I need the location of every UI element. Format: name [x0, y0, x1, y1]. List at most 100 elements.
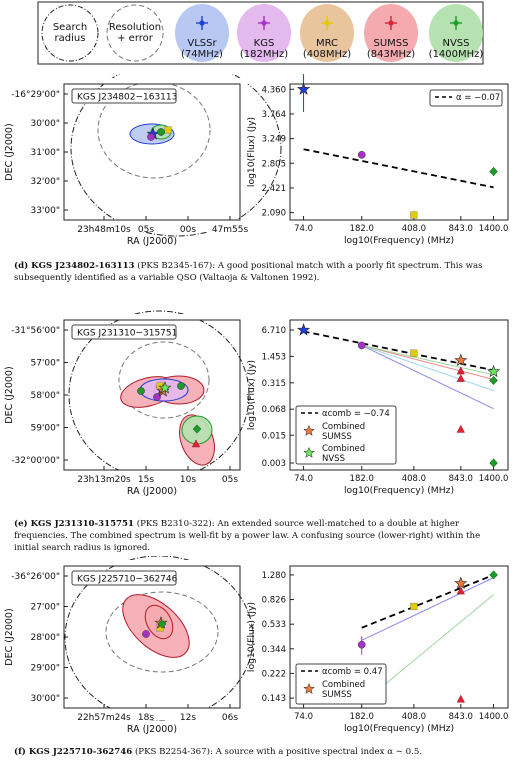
x-tick-label: 1400.0 — [479, 712, 509, 722]
sky-map: KGS J225710−362746 -36°26'00" 27'00" 28'00"… — [4, 556, 270, 735]
y-axis-title: DEC (J2000) — [4, 123, 15, 180]
y-tick-label: 0.315 — [262, 379, 286, 389]
x-tick-label: 12s — [180, 713, 196, 723]
legend-fit-label: αcomb = 0.47 — [322, 667, 383, 677]
resolution-circle — [97, 81, 211, 179]
power-law-fit — [303, 148, 494, 189]
legend-sublabel: (182MHz) — [240, 49, 288, 60]
x-tick-label: 23h13m20s — [77, 475, 131, 485]
y-tick-label: 0.068 — [262, 405, 286, 415]
y-tick-label: 32'00" — [30, 177, 60, 187]
y-tick-label: 29'00" — [30, 664, 60, 674]
component-fit — [361, 344, 494, 392]
y-tick-label: 30'00" — [30, 694, 60, 704]
legend-item-resolution: Resolution+ error — [106, 4, 164, 62]
sky-clip-top — [24, 560, 270, 566]
sky-clip-top — [24, 78, 270, 84]
y-axis-title: DEC (J2000) — [4, 608, 15, 665]
legend-star-swatch — [303, 682, 315, 694]
y-tick-label: -36°26'00" — [11, 572, 60, 582]
sky-map: KGS J234802−163113 -16°29'00" 30'00" 31'00"… — [4, 74, 282, 247]
x-tick-label: 23h48m10s — [77, 225, 131, 235]
x-tick-label: 182.0 — [350, 474, 374, 484]
x-tick-label: 15s — [138, 475, 154, 485]
y-tick-label: 30'00" — [30, 119, 60, 129]
kgs-point — [142, 630, 150, 638]
legend-item-nvss: NVSS(1400MHz) — [429, 4, 484, 62]
sky-shapes — [64, 556, 254, 721]
component-fit — [361, 344, 494, 376]
y-axis-title: log10(Flux) (Jy) — [246, 602, 257, 672]
legend-label: NVSS — [322, 454, 345, 464]
source-name: KGS J234802−163113 — [77, 93, 177, 103]
point-mrc — [410, 349, 418, 357]
nvss-point — [157, 128, 165, 136]
combined-nvss-star — [158, 381, 172, 394]
caption-d-text: (PKS B2345-167): A good positional match… — [14, 261, 483, 283]
legend-label: Search — [53, 22, 87, 33]
x-tick-label: 843.0 — [449, 712, 473, 722]
panel-f: KGS J225710−362746 -36°26'00" 27'00" 28'00"… — [4, 556, 509, 735]
survey-marker — [388, 20, 394, 26]
component-fit — [361, 344, 494, 410]
y-tick-label: 59'00" — [30, 424, 60, 434]
point-kgs — [357, 640, 366, 649]
x-axis-title: RA (J2000) — [127, 236, 177, 247]
nvss-point-east — [177, 382, 185, 390]
legend-label: Resolution — [109, 22, 161, 33]
legend-sublabel: (1400MHz) — [429, 49, 484, 60]
caption-f: (f) KGS J225710-362746 (PKS B2254-367): … — [14, 746, 508, 758]
x-tick-label: 408.0 — [402, 474, 426, 484]
legend-label: SUMSS — [322, 690, 352, 700]
legend-label: SUMSS — [322, 432, 352, 442]
y-tick-label: 0.015 — [262, 431, 286, 441]
x-tick-label: 06s — [222, 713, 238, 723]
resolution-swatch — [106, 4, 164, 62]
point-kgs — [357, 341, 366, 350]
legend-sublabel: (74MHz) — [181, 49, 223, 60]
legend-label: MRC — [316, 38, 338, 49]
component-fit — [361, 344, 494, 381]
x-axis-title: log10(Frequency) (MHz) — [344, 235, 454, 246]
x-tick-label: 47m55s — [212, 225, 249, 235]
survey-marker — [261, 20, 267, 26]
panel-d: KGS J234802−163113 -16°29'00" 30'00" 31'00"… — [4, 74, 509, 247]
y-tick-label: 0.222 — [262, 669, 286, 679]
legend-label: KGS — [254, 38, 275, 49]
caption-f-title: (f) KGS J225710-362746 — [14, 747, 133, 757]
caption-d: (d) KGS J234802-163113 (PKS B2345-167): … — [14, 260, 508, 284]
legend-box — [295, 663, 387, 705]
y-tick-label: 2.421 — [262, 184, 286, 194]
legend-box — [429, 89, 503, 107]
y-tick-label: 28'00" — [30, 633, 60, 643]
point-nvss-combined — [487, 364, 501, 378]
y-tick-label: 4.360 — [262, 85, 286, 95]
point-kgs — [357, 150, 366, 159]
x-tick-label: 408.0 — [402, 224, 426, 234]
legend-item-mrc: MRC(408MHz) — [300, 4, 354, 62]
x-tick-label: 74.0 — [294, 474, 313, 484]
legend-box — [295, 405, 397, 465]
y-tick-label: 0.533 — [262, 620, 286, 630]
point-nvss — [489, 458, 498, 468]
point-sumss — [456, 374, 465, 382]
survey-swatch — [429, 4, 483, 62]
search-radius-swatch — [41, 4, 99, 62]
spectrum-frame — [289, 83, 509, 221]
y-tick-label: 31'00" — [30, 148, 60, 158]
point-nvss — [489, 570, 498, 580]
survey-marker — [453, 20, 459, 26]
x-tick-label: 18s — [138, 713, 154, 723]
legend-label: Combined — [322, 422, 365, 432]
panel-e: KGS J231310−315751 -31°56'00" 57'00" 58'00"… — [4, 310, 509, 497]
y-tick-label: 57'00" — [30, 359, 60, 369]
x-axis-title: RA (J2000) — [127, 724, 177, 735]
x-tick-label: 05s — [222, 475, 238, 485]
caption-f-text: (PKS B2254-367): A source with a positiv… — [132, 747, 423, 757]
sky-clip-bottom — [24, 470, 270, 482]
x-tick-label: 05s — [138, 225, 154, 235]
survey-marker — [324, 20, 330, 26]
legend-label: NVSS — [442, 38, 469, 49]
point-sumss-combined — [454, 576, 468, 589]
point-sumss-combined — [454, 353, 468, 366]
